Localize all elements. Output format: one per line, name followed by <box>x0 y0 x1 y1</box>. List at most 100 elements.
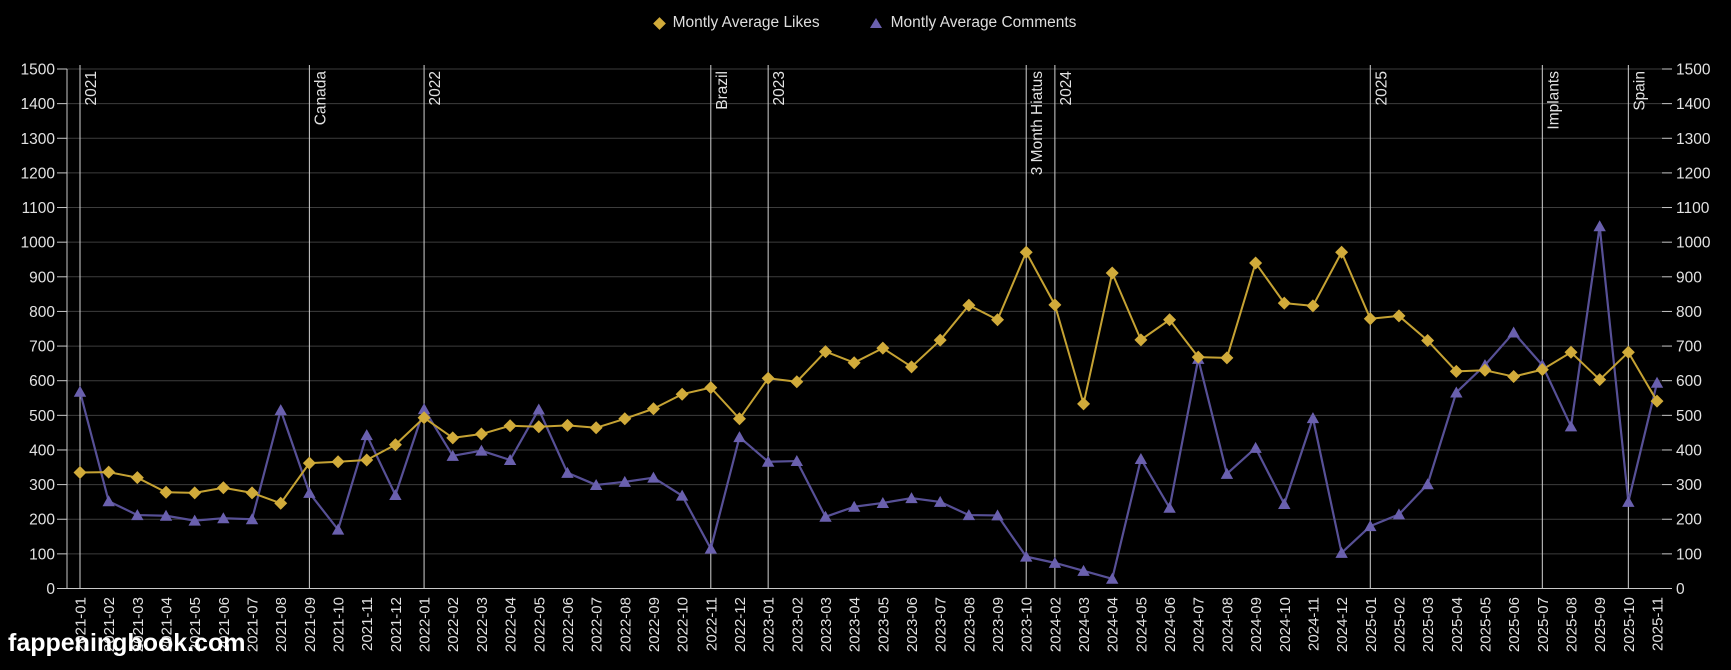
data-point-comments[interactable] <box>1364 520 1377 532</box>
data-point-likes[interactable] <box>1306 299 1320 313</box>
data-point-likes[interactable] <box>790 375 804 389</box>
legend-item-comments[interactable]: Montly Average Comments <box>869 14 1076 32</box>
data-point-comments[interactable] <box>1048 556 1062 568</box>
data-point-likes[interactable] <box>962 298 976 312</box>
data-point-likes[interactable] <box>761 371 775 385</box>
data-point-likes[interactable] <box>1077 397 1091 411</box>
data-point-likes[interactable] <box>847 356 861 370</box>
data-point-likes[interactable] <box>1535 363 1549 377</box>
data-point-likes[interactable] <box>474 427 488 441</box>
data-point-likes[interactable] <box>1363 312 1377 326</box>
data-point-comments[interactable] <box>1392 508 1406 520</box>
data-point-likes[interactable] <box>331 455 345 469</box>
data-point-likes[interactable] <box>646 402 660 416</box>
data-point-likes[interactable] <box>876 341 890 355</box>
data-point-likes[interactable] <box>589 421 603 435</box>
data-point-comments[interactable] <box>876 496 890 508</box>
data-point-likes[interactable] <box>102 465 116 479</box>
data-point-comments[interactable] <box>532 403 545 415</box>
data-point-likes[interactable] <box>245 486 259 500</box>
data-point-likes[interactable] <box>417 411 431 425</box>
data-point-comments[interactable] <box>704 542 718 554</box>
data-point-comments[interactable] <box>1306 412 1320 424</box>
data-point-comments[interactable] <box>819 510 832 522</box>
data-point-comments[interactable] <box>1335 546 1348 558</box>
data-point-comments[interactable] <box>217 512 230 524</box>
data-point-comments[interactable] <box>905 492 918 504</box>
data-point-likes[interactable] <box>274 496 288 510</box>
data-point-likes[interactable] <box>73 465 87 479</box>
data-point-comments[interactable] <box>1507 326 1520 338</box>
data-point-likes[interactable] <box>446 431 460 445</box>
data-point-likes[interactable] <box>1019 245 1033 259</box>
data-point-comments[interactable] <box>245 513 259 525</box>
data-point-comments[interactable] <box>102 495 115 507</box>
data-point-comments[interactable] <box>389 488 402 500</box>
data-point-comments[interactable] <box>761 455 775 467</box>
data-point-likes[interactable] <box>818 345 832 359</box>
data-point-comments[interactable] <box>1249 441 1262 453</box>
data-point-likes[interactable] <box>1048 298 1062 312</box>
data-point-likes[interactable] <box>159 485 173 499</box>
data-point-comments[interactable] <box>446 449 459 461</box>
data-point-comments[interactable] <box>1077 564 1090 576</box>
data-point-comments[interactable] <box>1134 452 1148 464</box>
data-point-likes[interactable] <box>933 333 947 347</box>
data-point-comments[interactable] <box>159 509 173 521</box>
data-point-comments[interactable] <box>933 495 947 507</box>
data-point-likes[interactable] <box>1277 296 1291 310</box>
data-point-likes[interactable] <box>704 381 718 395</box>
data-point-comments[interactable] <box>417 403 431 415</box>
data-point-likes[interactable] <box>1191 350 1205 364</box>
data-point-likes[interactable] <box>1593 373 1607 387</box>
data-point-likes[interactable] <box>905 360 919 374</box>
data-point-comments[interactable] <box>1622 495 1635 507</box>
data-point-likes[interactable] <box>732 412 746 426</box>
data-point-likes[interactable] <box>188 486 202 500</box>
data-point-likes[interactable] <box>1105 266 1119 280</box>
data-point-likes[interactable] <box>130 471 144 485</box>
data-point-likes[interactable] <box>1564 345 1578 359</box>
data-point-comments[interactable] <box>647 471 660 483</box>
data-point-comments[interactable] <box>475 444 488 456</box>
data-point-comments[interactable] <box>962 509 976 521</box>
data-point-comments[interactable] <box>1650 376 1664 388</box>
data-point-comments[interactable] <box>1450 386 1463 398</box>
data-point-likes[interactable] <box>1220 351 1234 365</box>
data-point-comments[interactable] <box>1278 497 1291 509</box>
data-point-likes[interactable] <box>560 418 574 432</box>
data-point-comments[interactable] <box>1564 420 1578 432</box>
data-point-likes[interactable] <box>1421 334 1435 348</box>
data-point-comments[interactable] <box>1421 478 1434 490</box>
data-point-likes[interactable] <box>1478 363 1492 377</box>
data-point-likes[interactable] <box>532 420 546 434</box>
legend-item-likes[interactable]: Montly Average Likes <box>652 14 820 32</box>
data-point-likes[interactable] <box>675 387 689 401</box>
data-point-comments[interactable] <box>1220 467 1234 479</box>
data-point-likes[interactable] <box>1392 309 1406 323</box>
data-point-comments[interactable] <box>1593 220 1606 232</box>
data-point-comments[interactable] <box>561 466 574 478</box>
data-point-comments[interactable] <box>188 514 201 526</box>
data-point-comments[interactable] <box>589 478 603 490</box>
data-point-comments[interactable] <box>991 509 1004 521</box>
data-point-likes[interactable] <box>1249 256 1263 270</box>
data-point-likes[interactable] <box>1650 394 1664 408</box>
data-point-likes[interactable] <box>1621 345 1635 359</box>
data-point-comments[interactable] <box>675 489 689 501</box>
data-point-comments[interactable] <box>503 454 517 466</box>
data-point-comments[interactable] <box>847 500 861 512</box>
data-point-comments[interactable] <box>733 431 746 443</box>
data-point-likes[interactable] <box>503 419 517 433</box>
data-point-likes[interactable] <box>302 456 316 470</box>
data-point-comments[interactable] <box>1106 572 1119 584</box>
data-point-comments[interactable] <box>274 404 287 416</box>
data-point-comments[interactable] <box>790 455 804 467</box>
data-point-likes[interactable] <box>991 313 1005 327</box>
data-point-likes[interactable] <box>618 412 632 426</box>
data-point-comments[interactable] <box>360 429 373 441</box>
data-point-likes[interactable] <box>360 453 374 467</box>
data-point-comments[interactable] <box>303 486 316 498</box>
data-point-likes[interactable] <box>1163 313 1177 327</box>
data-point-comments[interactable] <box>1163 501 1176 513</box>
